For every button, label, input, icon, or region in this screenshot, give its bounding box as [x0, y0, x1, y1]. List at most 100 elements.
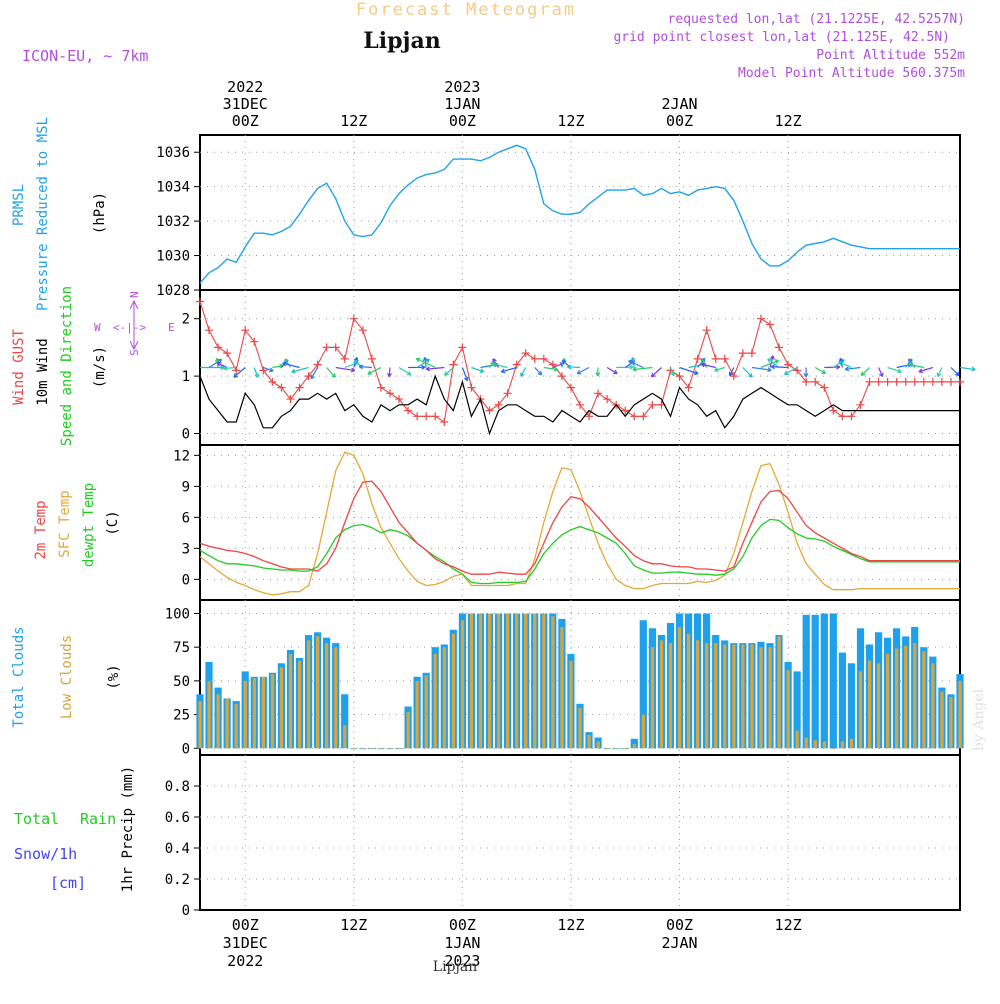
cloud-label-low: Low Clouds [59, 635, 75, 719]
gust-marker [811, 378, 819, 386]
y-tick-label: 0.4 [165, 841, 190, 857]
low-cloud-bar [823, 742, 826, 749]
y-tick-label: 1 [182, 369, 190, 385]
y-tick-label: 0 [182, 741, 190, 757]
gust-marker [721, 355, 729, 363]
wind-arrow [399, 368, 411, 375]
low-cloud-bar [280, 667, 283, 748]
y-tick-label: 1028 [156, 283, 190, 299]
pressure-label-2: Pressure Reduced to MSL [35, 117, 51, 311]
cloud-labels: Total Clouds Low Clouds (%) [11, 626, 122, 727]
low-cloud-bar [298, 661, 301, 749]
low-cloud-bar [732, 645, 735, 749]
y-tick-label: 0 [182, 427, 190, 443]
bottom-axis-label: 1JAN [444, 934, 480, 952]
low-cloud-bar [777, 636, 780, 748]
low-cloud-bar [633, 744, 636, 748]
total-cloud-bar [812, 615, 819, 748]
gust-marker [866, 378, 874, 386]
temperature-labels: 2m Temp SFC Temp dewpt Temp (C) [33, 483, 121, 567]
y-tick-label: 1030 [156, 249, 190, 265]
gust-marker [739, 349, 747, 357]
y-tick-label: 1032 [156, 214, 190, 230]
y-tick-label: 0 [182, 903, 190, 919]
wind-arrow [771, 367, 788, 368]
sfc-temp-line [200, 452, 960, 595]
low-cloud-bar [940, 692, 943, 749]
low-cloud-bar [714, 643, 717, 748]
bottom-axis-label: 00Z [666, 916, 693, 934]
y-tick-label: 25 [173, 708, 190, 724]
total-cloud-bar [848, 663, 855, 748]
low-cloud-bar [886, 654, 889, 748]
gust-marker [205, 326, 213, 334]
top-axis-label: 12Z [557, 112, 584, 130]
low-cloud-bar [352, 748, 355, 749]
low-cloud-bar [696, 640, 699, 748]
gust-marker [323, 343, 331, 351]
top-axis-label: 12Z [775, 112, 802, 130]
pressure-labels: PRMSL Pressure Reduced to MSL (hPa) [11, 117, 108, 311]
footer-station: Lipjan [433, 959, 477, 975]
panel-frame [200, 445, 960, 600]
low-cloud-bar [651, 647, 654, 748]
low-cloud-bar [289, 654, 292, 748]
total-cloud-bar [830, 614, 837, 749]
wind-label-gust: Wind GUST [11, 329, 27, 405]
low-cloud-bar [787, 670, 790, 748]
low-cloud-bar [569, 661, 572, 749]
low-cloud-bar [388, 748, 391, 749]
low-cloud-bar [587, 735, 590, 749]
gust-marker [440, 418, 448, 426]
panel-frame [200, 755, 960, 910]
low-cloud-bar [597, 742, 600, 749]
total-cloud-bar [821, 614, 828, 749]
low-cloud-bar [397, 748, 400, 749]
dewpt-temp-line [200, 519, 960, 583]
temp-label-dewpt: dewpt Temp [81, 483, 97, 567]
low-cloud-bar [859, 671, 862, 748]
precip-legend-total: Total [14, 810, 59, 828]
low-cloud-bar [759, 647, 762, 748]
top-axis-label: 00Z [666, 112, 693, 130]
pressure-label-1: PRMSL [11, 184, 27, 226]
precip-legend-rain: Rain [80, 810, 116, 828]
low-cloud-bar [370, 748, 373, 749]
low-cloud-bar [334, 647, 337, 748]
low-cloud-bar [506, 614, 509, 749]
gust-marker [712, 355, 720, 363]
gust-marker [630, 412, 638, 420]
gust-marker [947, 378, 955, 386]
low-cloud-bar [678, 627, 681, 748]
low-cloud-bar [325, 643, 328, 748]
temp-label-2m: 2m Temp [33, 500, 49, 559]
wind-arrow [327, 368, 336, 378]
low-cloud-bar [461, 620, 464, 748]
low-cloud-bar [805, 738, 808, 749]
gust-marker [911, 378, 919, 386]
pressure-unit: (hPa) [92, 192, 108, 234]
gust-marker [449, 361, 457, 369]
gust-marker [838, 412, 846, 420]
gust-marker [196, 297, 204, 305]
pressure-line [200, 145, 960, 283]
wind-arrow [680, 368, 699, 374]
low-cloud-bar [723, 645, 726, 749]
gust-marker [531, 355, 539, 363]
low-cloud-bar [931, 663, 934, 748]
low-cloud-bar [850, 739, 853, 748]
low-cloud-bar [488, 614, 491, 749]
bottom-axis-label: 12Z [557, 916, 584, 934]
station-title: Lipjan [363, 28, 440, 54]
low-cloud-bar [524, 614, 527, 749]
y-tick-label: 1036 [156, 145, 190, 161]
total-cloud-bar [803, 615, 810, 748]
low-cloud-bar [606, 748, 609, 749]
y-tick-label: 100 [165, 606, 190, 622]
top-axis-label: 00Z [449, 112, 476, 130]
y-tick-label: 0.6 [165, 810, 190, 826]
